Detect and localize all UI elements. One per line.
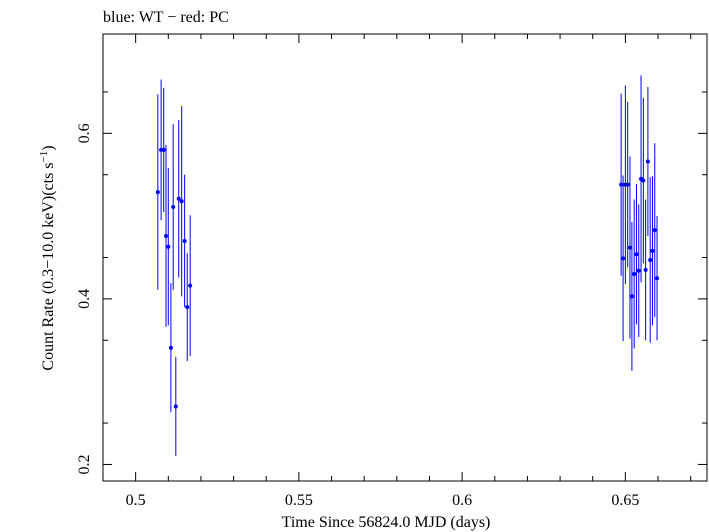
x-tick-labels: 0.5 0.55 0.6 0.65 bbox=[126, 492, 640, 509]
data-point bbox=[182, 238, 187, 243]
y-tick-labels: 0.2 0.4 0.6 bbox=[76, 123, 93, 474]
x-tick-label: 0.55 bbox=[285, 492, 313, 509]
y-tick-label: 0.2 bbox=[76, 454, 93, 474]
x-tick-label: 0.5 bbox=[126, 492, 146, 509]
y-tick-label: 0.6 bbox=[76, 123, 93, 143]
data-point bbox=[173, 404, 178, 409]
data-point bbox=[171, 205, 176, 210]
data-point bbox=[166, 244, 171, 249]
data-point bbox=[627, 245, 632, 250]
data-point bbox=[155, 190, 160, 195]
data-point bbox=[629, 294, 634, 299]
plot-frame bbox=[102, 33, 708, 482]
data-point bbox=[652, 228, 657, 233]
x-tick-label: 0.65 bbox=[611, 492, 639, 509]
data-point bbox=[645, 159, 650, 164]
data-point bbox=[636, 268, 641, 273]
x-axis-label: Time Since 56824.0 MJD (days) bbox=[282, 514, 491, 531]
data-point bbox=[619, 182, 624, 187]
data-point bbox=[179, 199, 184, 204]
data-point bbox=[643, 267, 648, 272]
data-point bbox=[634, 252, 639, 257]
data-point bbox=[188, 283, 193, 288]
y-axis-label-superscript: −1 bbox=[38, 151, 50, 163]
x-tick-label: 0.6 bbox=[452, 492, 472, 509]
data-point bbox=[185, 305, 190, 310]
y-axis-label: Count Rate (0.3−10.0 keV)(cts s−1) bbox=[38, 145, 57, 370]
data-point bbox=[641, 178, 646, 183]
data-point bbox=[650, 248, 655, 253]
y-axis-label-close: ) bbox=[40, 145, 57, 150]
data-point bbox=[625, 182, 630, 187]
chart-title: blue: WT − red: PC bbox=[103, 9, 229, 26]
axis-ticks bbox=[102, 34, 707, 481]
y-axis-label-main: Count Rate (0.3−10.0 keV)(cts s bbox=[40, 162, 57, 370]
data-point bbox=[621, 256, 626, 261]
data-points bbox=[155, 75, 660, 457]
data-point bbox=[168, 345, 173, 350]
data-point bbox=[655, 276, 660, 281]
data-point bbox=[632, 272, 637, 277]
y-tick-label: 0.4 bbox=[76, 289, 93, 309]
data-point bbox=[648, 257, 653, 262]
data-point bbox=[164, 233, 169, 238]
data-point bbox=[161, 147, 166, 152]
data-point bbox=[176, 196, 181, 201]
